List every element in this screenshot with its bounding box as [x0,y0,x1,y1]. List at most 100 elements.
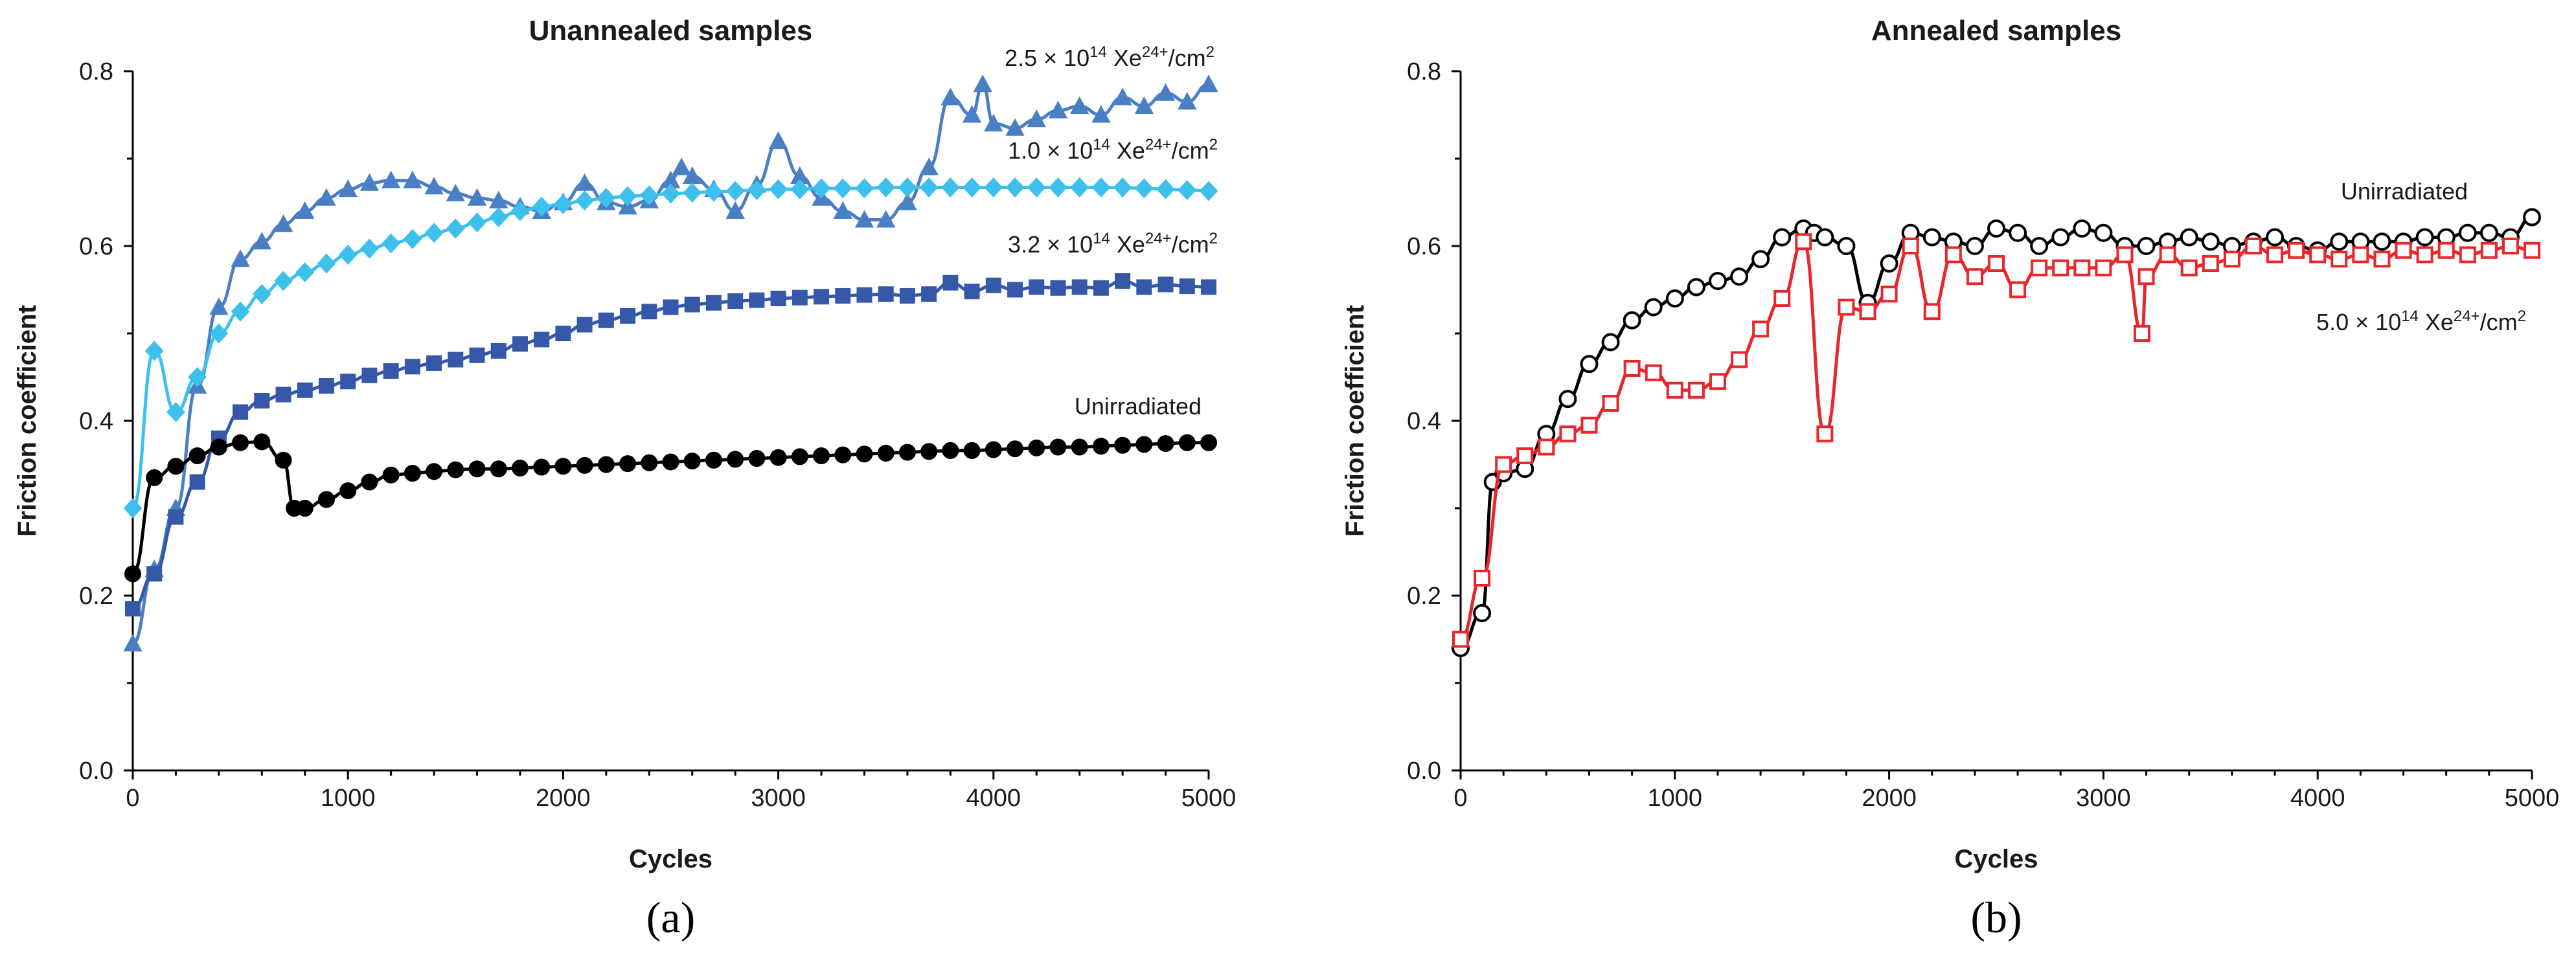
legend-label: 5.0 × 1014 Xe24+/cm2 [2316,308,2526,335]
data-point [2031,259,2048,276]
data-point [597,188,616,208]
data-point [189,474,205,490]
data-point [209,297,229,315]
data-point [340,374,356,390]
data-point [2244,238,2262,254]
data-point [1966,268,1983,286]
data-point [856,287,872,303]
data-point [1070,96,1089,114]
y-tick-label: 0.6 [79,233,113,260]
y-tick-label: 0.8 [1407,58,1441,85]
data-point [359,173,380,191]
data-point [2373,251,2391,268]
data-point [835,287,851,304]
data-point [641,304,657,320]
data-point [1199,181,1218,201]
data-point [1987,219,2005,238]
data-point [1837,237,1856,255]
data-point [2116,246,2134,263]
data-point [834,446,852,464]
data-point [661,183,680,204]
data-point [705,295,722,311]
data-point [209,323,229,344]
data-point [2352,246,2369,263]
data-point [1751,250,1770,269]
data-point [210,438,227,456]
data-point [2416,246,2434,263]
data-point [511,459,529,476]
data-point [1007,440,1024,458]
x-tick-label: 2000 [536,785,591,812]
data-point [1623,311,1641,330]
data-point [295,262,315,282]
data-point [576,317,593,333]
data-point [672,157,691,175]
x-axis-label: Cycles [1955,845,2038,873]
data-point [446,218,465,239]
data-point [1495,456,1512,473]
data-point [448,352,464,368]
data-point [1048,100,1068,118]
data-point [813,447,830,464]
data-point [575,173,595,191]
data-point [1093,280,1109,296]
data-point [833,201,852,219]
data-point [446,183,465,201]
data-point [2330,232,2349,251]
data-point [1580,355,1599,374]
data-point [2480,241,2498,259]
data-point [233,404,249,420]
data-point [424,223,444,243]
chart-title: Unannealed samples [529,15,813,47]
data-point [403,170,422,188]
data-point [963,442,981,459]
data-point [403,229,422,249]
data-point [940,87,961,106]
data-point [317,188,336,206]
data-point [1965,237,1984,255]
data-point [1665,289,1684,308]
y-tick-label: 0.2 [79,583,113,610]
data-point [964,284,980,300]
data-point [790,179,810,199]
x-tick-label: 4000 [966,785,1021,812]
data-point [662,453,679,471]
data-point [2458,223,2477,242]
data-point [1687,381,1705,399]
data-point [2266,228,2285,247]
data-point [383,363,399,379]
data-point [1115,273,1131,289]
data-point [2202,255,2219,272]
data-point [2051,228,2070,247]
series-1 [123,177,1218,519]
data-point [144,341,164,361]
data-point [620,308,636,324]
panel-label: (a) [646,893,695,942]
data-point [814,289,830,305]
data-point [576,456,593,474]
data-point [1092,438,1110,455]
legend-label: 1.0 × 1014 Xe24+/cm2 [1008,136,1218,164]
data-point [468,212,486,233]
data-point [2180,259,2198,276]
data-point [683,453,701,470]
data-point [2137,268,2155,286]
data-point [1452,631,1469,648]
data-point [1178,434,1196,451]
data-point [532,196,551,217]
data-point [1816,425,1834,443]
data-point [146,469,163,486]
x-tick-label: 0 [1453,785,1467,812]
data-point [1859,303,1876,320]
data-point [1709,373,1726,390]
data-point [2137,237,2156,255]
panel-b: 0.0 0.2 0.4 0.6 0.8 0 1000 2000 3000 4000 5000 Anne… [1341,15,2559,942]
data-point [317,253,336,274]
data-point [725,181,745,201]
data-point [275,387,291,403]
data-point [876,177,896,198]
data-point [295,201,315,219]
data-point [1156,83,1176,101]
data-point [1730,267,1749,286]
data-point [490,460,507,478]
